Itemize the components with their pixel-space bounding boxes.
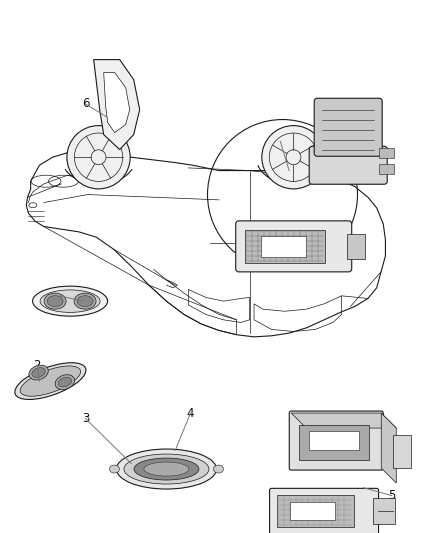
Ellipse shape (134, 458, 199, 480)
Bar (393, 435, 411, 468)
Polygon shape (291, 413, 396, 428)
Bar (261, 236, 306, 257)
Text: 3: 3 (82, 412, 89, 425)
Text: 5: 5 (389, 489, 396, 502)
Ellipse shape (213, 465, 223, 473)
FancyBboxPatch shape (236, 221, 352, 272)
Polygon shape (381, 413, 396, 483)
Text: 4: 4 (187, 407, 194, 419)
Bar (309, 431, 359, 450)
Ellipse shape (58, 377, 72, 387)
Bar (379, 164, 394, 174)
FancyBboxPatch shape (309, 146, 387, 184)
Text: 6: 6 (81, 98, 89, 110)
Bar (290, 503, 335, 520)
FancyBboxPatch shape (269, 488, 378, 533)
Bar (276, 495, 353, 527)
Bar (347, 234, 365, 259)
Text: 1: 1 (55, 289, 63, 302)
Ellipse shape (124, 454, 209, 484)
Ellipse shape (44, 293, 66, 309)
Polygon shape (94, 60, 140, 150)
Ellipse shape (40, 290, 100, 312)
Ellipse shape (117, 449, 216, 489)
Ellipse shape (32, 368, 46, 377)
Ellipse shape (20, 366, 81, 396)
Polygon shape (26, 152, 385, 337)
Text: 7: 7 (276, 135, 284, 148)
Ellipse shape (110, 465, 120, 473)
Ellipse shape (74, 293, 96, 309)
Circle shape (67, 126, 130, 189)
FancyBboxPatch shape (289, 411, 383, 470)
Bar (373, 498, 395, 524)
Bar (299, 425, 369, 460)
Bar (245, 230, 325, 263)
Ellipse shape (77, 296, 93, 306)
Ellipse shape (15, 363, 86, 399)
Text: 2: 2 (33, 359, 41, 372)
Bar (379, 148, 394, 158)
Ellipse shape (47, 296, 63, 306)
Ellipse shape (144, 462, 189, 476)
Ellipse shape (55, 375, 74, 390)
Ellipse shape (32, 286, 108, 316)
FancyBboxPatch shape (314, 98, 382, 156)
Circle shape (262, 126, 325, 189)
Polygon shape (104, 72, 130, 133)
Ellipse shape (29, 365, 48, 380)
